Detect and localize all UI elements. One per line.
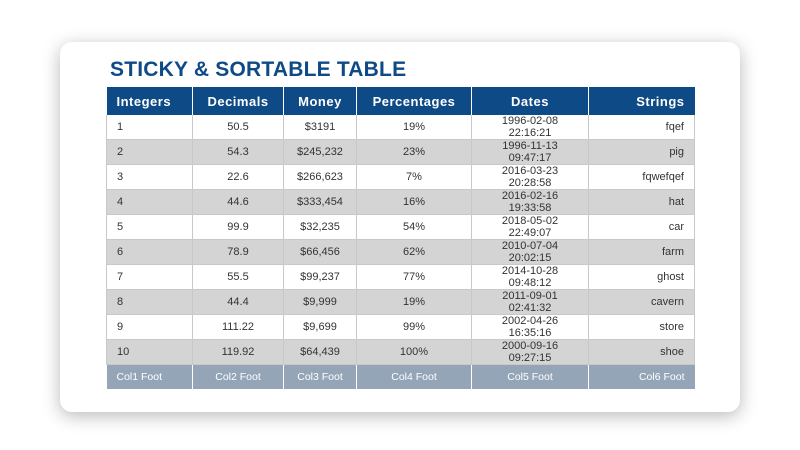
table-cell: 4 [106,189,193,215]
table-cell: 44.6 [192,189,284,215]
table-cell: 2 [106,139,193,165]
table-cell: 3 [106,164,193,190]
footer-cell: Col4 Foot [356,364,472,389]
table-cell: 23% [356,139,472,165]
table-row: 4 44.6 $333,454 16% 2016-02-16 19:33:58 hat [106,189,695,215]
table-cell: 7 [106,264,193,290]
table-cell: 111.22 [192,314,284,340]
table-cell: 2010-07-04 20:02:15 [471,239,589,265]
column-header-integers[interactable]: Integers [106,87,193,115]
table-cell: 2016-03-23 20:28:58 [471,164,589,190]
table-cell: $64,439 [283,339,357,365]
column-header-decimals[interactable]: Decimals [192,87,284,115]
table-row: 9 111.22 $9,699 99% 2002-04-26 16:35:16 store [106,314,695,340]
table-cell: cavern [588,289,695,315]
table-cell: 16% [356,189,472,215]
table-cell: 1996-11-13 09:47:17 [471,139,589,165]
table-header: Integers Decimals Money Percentages Date… [106,87,695,115]
footer-cell: Col3 Foot [283,364,357,389]
table-cell: $266,623 [283,164,357,190]
table-cell: 2002-04-26 16:35:16 [471,314,589,340]
table-cell: 7% [356,164,472,190]
table-cell: fqef [588,115,695,140]
table-cell: 99% [356,314,472,340]
table-cell: 100% [356,339,472,365]
table-cell: 44.4 [192,289,284,315]
footer-cell: Col5 Foot [471,364,589,389]
table-cell: $66,456 [283,239,357,265]
table-cell: car [588,214,695,240]
table-cell: 50.5 [192,115,284,140]
table-cell: $3191 [283,115,357,140]
table-row: 5 99.9 $32,235 54% 2018-05-02 22:49:07 car [106,214,695,240]
table-row: 10 119.92 $64,439 100% 2000-09-16 09:27:15 sh… [106,339,695,365]
header-row: Integers Decimals Money Percentages Date… [106,87,695,115]
table-cell: 9 [106,314,193,340]
page-title: STICKY & SORTABLE TABLE [110,58,407,81]
sortable-table: Integers Decimals Money Percentages Date… [106,87,695,389]
table-cell: store [588,314,695,340]
table-cell: 1996-02-08 22:16:21 [471,115,589,140]
table-cell: shoe [588,339,695,365]
footer-cell: Col1 Foot [106,364,193,389]
table-cell: ghost [588,264,695,290]
table-cell: $9,999 [283,289,357,315]
table-row: 6 78.9 $66,456 62% 2010-07-04 20:02:15 farm [106,239,695,265]
column-header-money[interactable]: Money [283,87,357,115]
table-card: STICKY & SORTABLE TABLE Integers Decimal… [60,42,740,412]
column-header-dates[interactable]: Dates [471,87,589,115]
table-cell: 119.92 [192,339,284,365]
table-cell: 19% [356,289,472,315]
table-cell: farm [588,239,695,265]
table-cell: 19% [356,115,472,140]
table-cell: 22.6 [192,164,284,190]
table-cell: 5 [106,214,193,240]
table-cell: 55.5 [192,264,284,290]
table-cell: 99.9 [192,214,284,240]
table-cell: 2016-02-16 19:33:58 [471,189,589,215]
table-footer: Col1 Foot Col2 Foot Col3 Foot Col4 Foot … [106,364,695,389]
table-cell: 10 [106,339,193,365]
table-cell: $9,699 [283,314,357,340]
table-cell: 54.3 [192,139,284,165]
table-cell: 77% [356,264,472,290]
table-cell: 62% [356,239,472,265]
table-cell: 1 [106,115,193,140]
table-row: 2 54.3 $245,232 23% 1996-11-13 09:47:17 pig [106,139,695,165]
table-cell: 54% [356,214,472,240]
footer-cell: Col6 Foot [588,364,695,389]
table-cell: $99,237 [283,264,357,290]
table-row: 3 22.6 $266,623 7% 2016-03-23 20:28:58 fqwefq… [106,164,695,190]
table-row: 8 44.4 $9,999 19% 2011-09-01 02:41:32 cavern [106,289,695,315]
table-cell: 2000-09-16 09:27:15 [471,339,589,365]
table-row: 1 50.5 $3191 19% 1996-02-08 22:16:21 fqef [106,115,695,140]
footer-row: Col1 Foot Col2 Foot Col3 Foot Col4 Foot … [106,364,695,389]
table-cell: 2018-05-02 22:49:07 [471,214,589,240]
table-cell: 8 [106,289,193,315]
table-cell: 78.9 [192,239,284,265]
table-cell: $32,235 [283,214,357,240]
footer-cell: Col2 Foot [192,364,284,389]
table-cell: hat [588,189,695,215]
table-cell: $245,232 [283,139,357,165]
table-cell: 2014-10-28 09:48:12 [471,264,589,290]
table-cell: pig [588,139,695,165]
table-cell: 6 [106,239,193,265]
column-header-percentages[interactable]: Percentages [356,87,472,115]
table-cell: fqwefqef [588,164,695,190]
table-body: 1 50.5 $3191 19% 1996-02-08 22:16:21 fqef 2 54.… [106,115,695,365]
table-row: 7 55.5 $99,237 77% 2014-10-28 09:48:12 ghost [106,264,695,290]
table-cell: 2011-09-01 02:41:32 [471,289,589,315]
column-header-strings[interactable]: Strings [588,87,695,115]
table-cell: $333,454 [283,189,357,215]
